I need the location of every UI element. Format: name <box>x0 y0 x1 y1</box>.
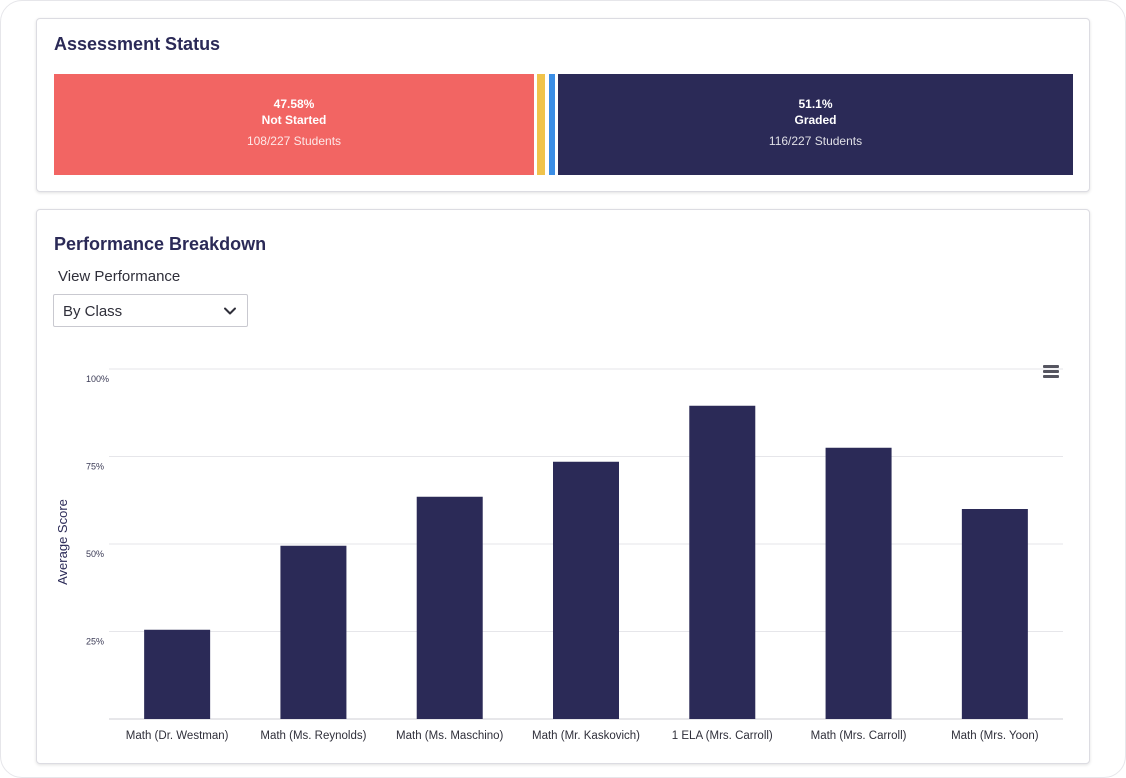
x-tick-label: Math (Mrs. Carroll) <box>811 730 907 742</box>
bar[interactable] <box>961 509 1028 719</box>
performance-title: Performance Breakdown <box>54 234 267 254</box>
hamburger-menu-icon[interactable] <box>1043 365 1059 379</box>
segment-percent: 51.1% <box>798 97 833 111</box>
segment-percent: 47.58% <box>273 97 315 111</box>
bar[interactable] <box>280 545 347 719</box>
assessment-status-title: Assessment Status <box>54 34 221 54</box>
y-tick-label: 75% <box>86 462 104 472</box>
bar[interactable] <box>416 496 483 719</box>
x-tick-label: Math (Dr. Westman) <box>126 730 229 742</box>
segment-label: Not Started <box>261 113 327 127</box>
view-performance-select[interactable]: By Class <box>53 294 248 327</box>
x-tick-label: Math (Ms. Maschino) <box>396 730 504 742</box>
bar[interactable] <box>553 461 619 719</box>
y-tick-label: 50% <box>86 549 104 559</box>
chevron-down-icon <box>224 307 236 315</box>
status-segment-in-progress[interactable] <box>537 74 545 175</box>
x-tick-label: Math (Ms. Reynolds) <box>260 730 366 742</box>
status-segment-not-started[interactable]: 47.58% Not Started 108/227 Students <box>54 74 534 175</box>
bar[interactable] <box>144 629 211 719</box>
performance-breakdown-card: Performance Breakdown View Performance B… <box>36 209 1090 764</box>
x-tick-label: Math (Mr. Kaskovich) <box>532 730 640 742</box>
segment-label: Graded <box>794 113 837 127</box>
y-tick-label: 25% <box>86 637 104 647</box>
select-value: By Class <box>63 303 123 320</box>
bar[interactable] <box>825 447 892 719</box>
view-performance-label: View Performance <box>58 268 181 285</box>
performance-bar-chart: 25% 50% 75% 100% Average Score Math (Dr. West… <box>55 368 1063 742</box>
status-segment-submitted[interactable] <box>549 74 555 175</box>
status-segment-graded[interactable]: 51.1% Graded 116/227 Students <box>558 74 1073 175</box>
y-tick-label: 100% <box>86 374 109 384</box>
x-tick-label: Math (Mrs. Yoon) <box>951 730 1039 742</box>
bar[interactable] <box>689 405 756 719</box>
assessment-status-card: Assessment Status 47.58% Not Started 108… <box>36 18 1090 192</box>
segment-count: 116/227 Students <box>768 134 863 148</box>
y-axis-label: Average Score <box>55 499 70 585</box>
status-stacked-bar: 47.58% Not Started 108/227 Students 51.1… <box>54 74 1073 175</box>
segment-count: 108/227 Students <box>246 134 342 148</box>
x-tick-label: 1 ELA (Mrs. Carroll) <box>672 730 773 742</box>
